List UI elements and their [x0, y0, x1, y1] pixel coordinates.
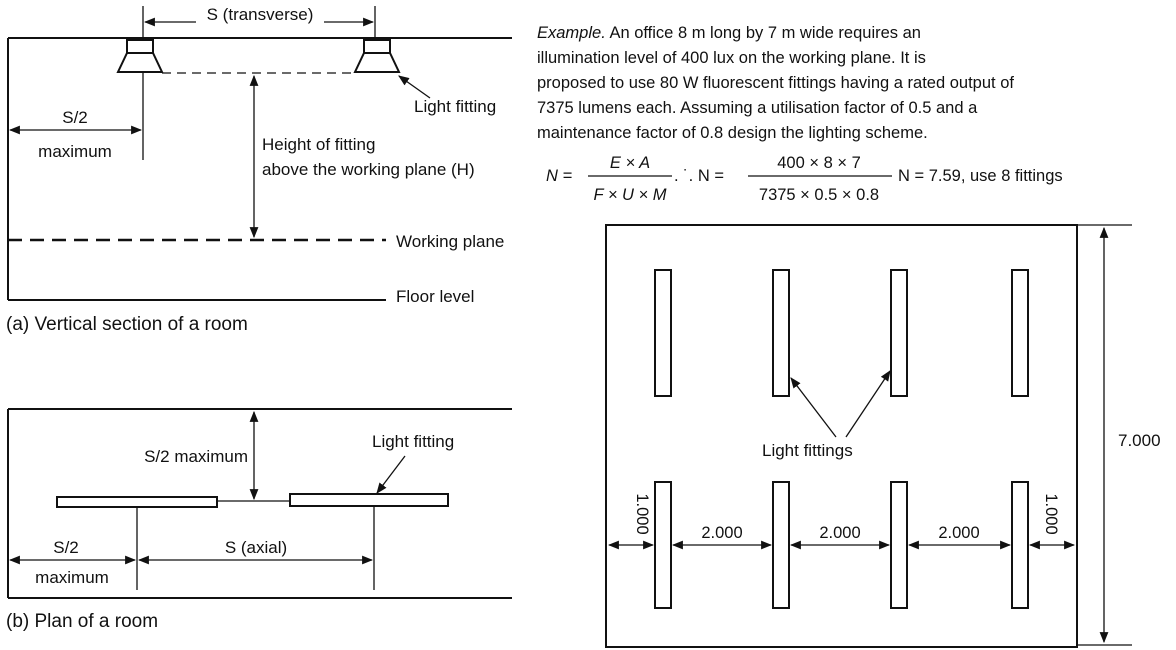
fitting-top-2: [772, 269, 790, 397]
light-fittings-leader-left: [790, 377, 837, 438]
light-fitting-leader: [398, 75, 431, 99]
transverse-spacing-label: S (transverse): [207, 5, 314, 24]
floor-level-label: Floor level: [396, 287, 474, 306]
height-label-line1: Height of fitting: [262, 135, 375, 154]
vertical-section-diagram: S (transverse) Light fitting S/2 maximum…: [6, 4, 512, 335]
fitting-top-1: [654, 269, 672, 397]
transverse-label-bg: [196, 4, 324, 26]
light-fittings-label: Light fittings: [762, 441, 853, 460]
plan-caption: (b) Plan of a room: [6, 611, 158, 632]
formula-result: N = 7.59, use 8 fittings: [898, 167, 1063, 185]
light-fittings-leader-right: [845, 370, 891, 438]
example-line-5: maintenance factor of 0.8 design the lig…: [537, 124, 928, 142]
example-line-3: proposed to use 80 W fluorescent fitting…: [537, 74, 1014, 92]
formula: N = E × A F × U × M . ˙. N = 400 × 8 × 7…: [546, 154, 1063, 204]
section-light-fitting-label: Light fitting: [414, 97, 496, 116]
example-lead: Example.: [537, 24, 606, 42]
fitting-bottom-3: [890, 481, 908, 609]
plan-light-fitting-label: Light fitting: [372, 432, 454, 451]
room-height-dimension-label: 7.000: [1118, 431, 1161, 450]
fitting-bottom-2: [772, 481, 790, 609]
gap-label-3: 2.000: [938, 524, 979, 542]
end-label-left: 1.000: [633, 493, 651, 534]
plan-light-fitting-right: [289, 493, 449, 507]
formula-frac2-numerator: 400 × 8 × 7: [777, 154, 861, 172]
section-half-spacing-label-bottom: maximum: [38, 142, 112, 161]
plan-half-spacing-label-bottom: maximum: [35, 568, 109, 587]
example-line-1: Example. An office 8 m long by 7 m wide …: [537, 24, 921, 42]
gap-label-2: 2.000: [819, 524, 860, 542]
fitting-bottom-1: [654, 481, 672, 609]
room-outline: [605, 224, 1078, 648]
formula-n-equals: N =: [546, 167, 573, 185]
example-line-2: illumination level of 400 lux on the wor…: [537, 49, 926, 67]
section-half-spacing-label-top: S/2: [62, 108, 88, 127]
height-label-line2: above the working plane (H): [262, 160, 475, 179]
example-text: Example. An office 8 m long by 7 m wide …: [537, 24, 1014, 142]
section-caption: (a) Vertical section of a room: [6, 314, 248, 335]
formula-therefore: . ˙. N =: [674, 167, 724, 185]
fitting-top-3: [890, 269, 908, 397]
plan-light-fitting-left: [56, 496, 218, 508]
plan-half-max-label: S/2 maximum: [144, 447, 248, 466]
plan-half-spacing-label-top: S/2: [53, 538, 79, 557]
layout-plan-diagram: Light fittings 7.000 2.000 2.000 2.000 1…: [605, 224, 1161, 648]
gap-label-1: 2.000: [701, 524, 742, 542]
plan-diagram: S/2 maximum Light fitting S/2 maximum S …: [6, 408, 512, 632]
formula-frac2-denominator: 7375 × 0.5 × 0.8: [759, 186, 879, 204]
fitting-top-4: [1011, 269, 1029, 397]
formula-frac1-numerator: E × A: [610, 154, 650, 172]
plan-axial-spacing-label: S (axial): [225, 538, 287, 557]
plan-light-fitting-leader: [376, 455, 406, 494]
end-label-right: 1.000: [1042, 493, 1060, 534]
working-plane-label: Working plane: [396, 232, 504, 251]
example-line-1-body: An office 8 m long by 7 m wide requires …: [606, 24, 921, 42]
section-light-fitting-right: [353, 39, 401, 73]
plan-half-max-bg: [142, 443, 250, 467]
formula-frac1-denominator: F × U × M: [593, 186, 666, 204]
fitting-bottom-4: [1011, 481, 1029, 609]
example-line-4: 7375 lumens each. Assuming a utilisation…: [537, 99, 978, 117]
section-light-fitting-left: [116, 39, 164, 73]
